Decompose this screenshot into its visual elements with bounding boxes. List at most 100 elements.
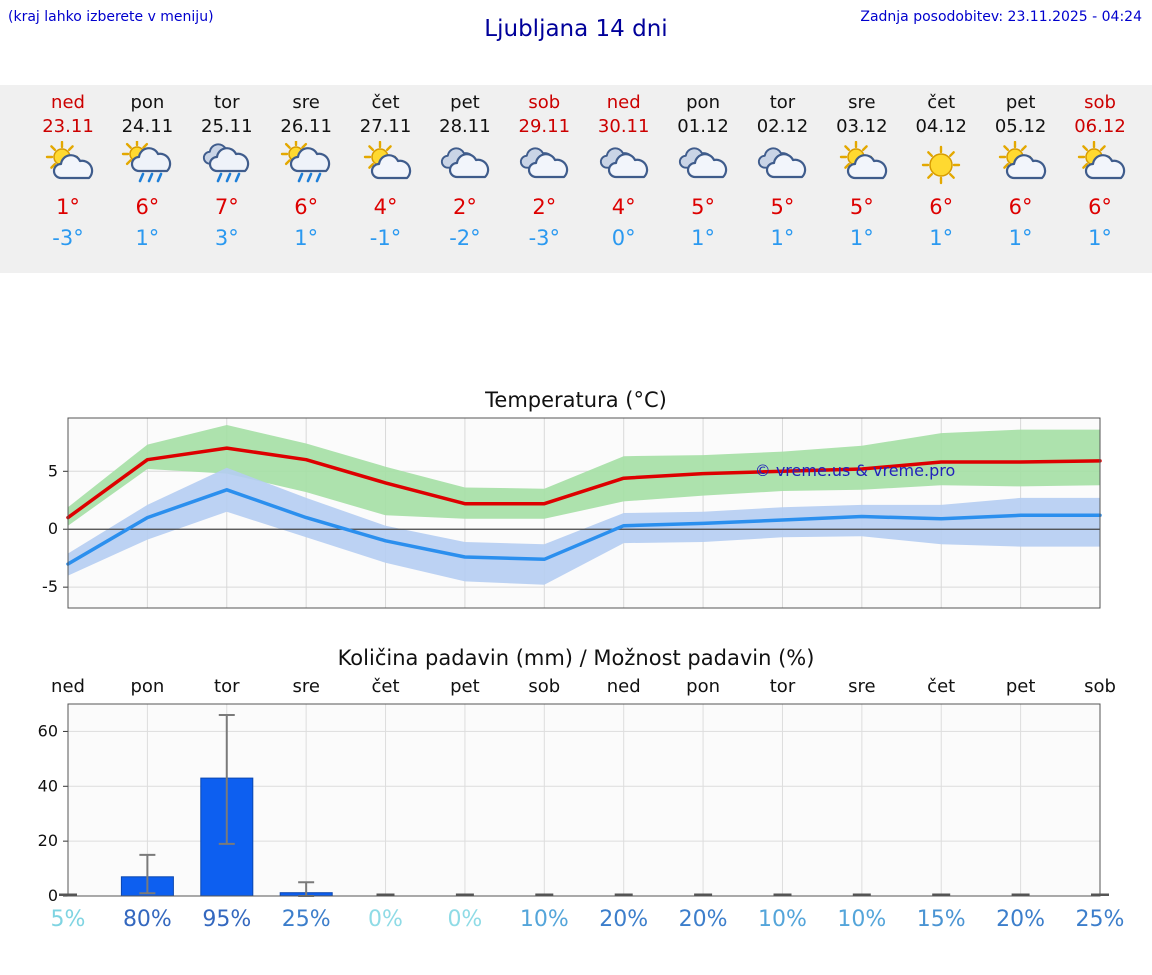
x-axis-tick [376,893,395,896]
day-name: ned [51,92,85,113]
day-name: tor [769,92,796,113]
page-title: Ljubljana 14 dni [484,16,668,42]
day-high-temp: 2° [532,195,557,219]
day-low-temp: 3° [214,226,239,250]
precipitation-chart-title: Količina padavin (mm) / Možnost padavin … [337,646,815,670]
day-high-temp: 5° [770,195,795,219]
precip-day-label: ned [607,676,641,697]
day-name: pon [686,92,720,113]
precip-day-label: pet [1006,676,1036,697]
day-high-temp: 1° [56,195,80,219]
day-column: sre 26.11 6° 1° [264,85,348,250]
sun-cloud-icon-graphic [45,140,94,180]
sun-cloud-icon [820,140,904,193]
day-low-temp: 1° [770,226,795,250]
rain-icon-graphic [202,143,249,183]
precip-day-label: sob [528,676,560,697]
day-name: čet [927,92,956,113]
cloudy-icon-graphic [678,147,728,179]
precip-probability: 0% [368,907,403,932]
precip-probability: 15% [917,907,966,932]
precip-day-label: čet [927,676,955,697]
day-column: pet 05.12 6° 1° [979,85,1063,250]
cloudy-icon-graphic [440,147,490,179]
day-low-temp: -3° [528,226,561,250]
precip-day-label: sre [292,676,319,697]
cloudy-icon [740,141,824,193]
temp-y-tick: 5 [48,461,58,480]
day-low-temp: 0° [611,226,636,250]
day-column: sob 06.12 6° 1° [1058,85,1142,250]
day-date: 06.12 [1074,116,1126,137]
max-temp-line [66,446,1102,520]
precip-day-label: sob [1084,676,1116,697]
precip-probability: 10% [520,907,569,932]
min-temp-line [66,488,1102,566]
day-date: 28.11 [439,116,491,137]
precip-y-tick: 60 [38,721,58,740]
sun-cloud-icon [1058,140,1142,193]
day-low-temp: -3° [52,226,84,250]
day-column: čet 04.12 6° 1° [899,85,983,250]
day-high-temp: 6° [294,195,319,219]
day-name: sre [848,92,876,113]
day-high-temp: 5° [849,195,874,219]
precip-y-tick: 0 [48,886,58,905]
sun-icon-graphic [922,145,961,185]
day-low-temp: 1° [691,226,715,250]
rain-sun-icon [264,138,348,193]
day-low-temp: -2° [449,226,481,250]
precip-day-label: tor [214,676,240,697]
day-high-temp: 4° [611,195,636,219]
x-axis-tick [535,893,554,896]
day-column: ned 30.11 4° 0° [582,85,666,250]
last-update-text: Zadnja posodobitev: 23.11.2025 - 04:24 [860,9,1142,25]
day-high-temp: 7° [214,195,239,219]
x-axis-tick [852,893,871,896]
precipitation-chart: ned pon tor sre čet pet sob ned pon tor sre čet pet s… [38,676,1125,932]
day-date: 01.12 [677,116,729,137]
day-date: 05.12 [994,116,1047,137]
day-date: 27.11 [359,116,412,137]
day-name: sre [292,92,320,113]
day-low-temp: 1° [135,226,160,250]
day-column: tor 02.12 5° 1° [740,85,824,250]
day-low-temp: 1° [849,226,874,250]
day-name: sob [528,92,561,113]
precip-probability: 25% [282,907,331,932]
day-date: 03.12 [836,116,888,137]
day-high-temp: 2° [452,195,477,219]
location-menu-hint[interactable]: (kraj lahko izberete v meniju) [8,9,214,25]
day-low-temp: 1° [929,226,954,250]
precip-probability: 95% [202,907,251,932]
cloudy-icon [661,141,745,193]
cloudy-icon-graphic [758,147,807,179]
sun-cloud-icon-graphic [363,140,411,180]
day-low-temp: -1° [369,226,402,250]
day-high-temp: 5° [691,195,715,219]
day-column: tor 25.11 7° 3° [185,85,269,250]
sun-cloud-icon [26,140,110,193]
sun-cloud-icon-graphic [998,140,1046,180]
precip-probability: 20% [599,907,648,932]
sun-icon [899,141,983,193]
day-date: 04.12 [915,116,967,137]
sun-cloud-icon-graphic [1077,140,1126,180]
temperature-chart: -5 0 5 © vreme.us & vreme.pro [42,417,1102,609]
temp-y-tick: 0 [48,519,58,538]
day-column: pet 28.11 2° -2° [423,85,507,250]
day-name: pet [1005,92,1036,113]
temp-y-tick: -5 [42,577,58,596]
sun-cloud-icon [344,140,428,193]
day-date: 26.11 [280,116,332,137]
day-name: čet [371,92,400,113]
temperature-chart-title: Temperatura (°C) [485,388,667,412]
cloudy-icon-graphic [599,147,648,179]
rain-sun-icon [105,138,189,193]
day-date: 25.11 [201,116,253,137]
day-column: pon 01.12 5° 1° [661,85,745,250]
precip-day-label: ned [51,676,85,697]
x-axis-tick [455,893,474,896]
day-name: ned [606,92,641,113]
day-column: ned 23.11 1° -3° [26,85,110,250]
